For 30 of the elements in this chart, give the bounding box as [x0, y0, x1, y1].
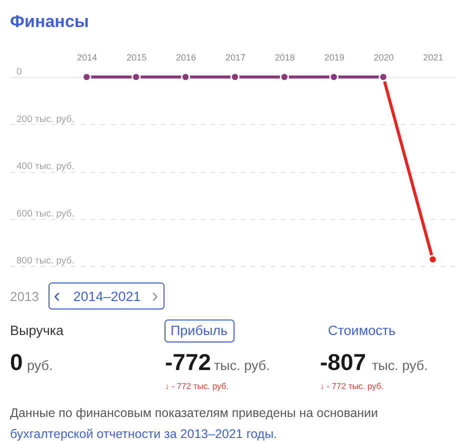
text: -807	[320, 349, 366, 375]
text: руб.	[27, 358, 53, 373]
x-tick-label: 2017	[225, 52, 246, 62]
text: Данные по финансовым показателям приведены на основании	[10, 406, 378, 420]
x-tick-label: 2020	[374, 52, 394, 62]
x-tick-label: 2019	[324, 52, 344, 62]
y-tick-label: 800 тыс. руб.	[16, 256, 74, 266]
text: Прибыль	[170, 323, 228, 338]
text: -772	[165, 349, 212, 375]
text: тыс. руб.	[372, 358, 428, 373]
text: Выручка	[10, 323, 64, 338]
x-tick-label: 2016	[176, 52, 196, 62]
y-tick-label: 0	[16, 66, 22, 78]
text: ›	[152, 285, 158, 307]
text: 2014–2021	[73, 289, 141, 304]
y-tick-label: 400 тыс. руб.	[16, 161, 74, 172]
x-tick-label: 2021	[423, 52, 444, 62]
text: бухгалтерской отчетности за 2013–2021 годы.	[10, 427, 278, 441]
x-tick-label: 2015	[126, 52, 147, 62]
text: 2013	[10, 289, 39, 304]
x-tick-label: 2018	[274, 52, 295, 62]
x-tick-label: 2014	[77, 52, 98, 62]
text: ↓ - 772 тыс. руб.	[320, 381, 384, 391]
y-tick-label: 600 тыс. руб.	[16, 208, 74, 220]
text: Стоимость	[328, 323, 396, 338]
text: тыс. руб.	[214, 358, 270, 373]
text: ‹	[54, 285, 60, 307]
text: ↓ - 772 тыс. руб.	[165, 381, 229, 391]
y-tick-label: 200 тыс. руб.	[16, 114, 74, 125]
chart-title: Финансы	[10, 12, 89, 31]
